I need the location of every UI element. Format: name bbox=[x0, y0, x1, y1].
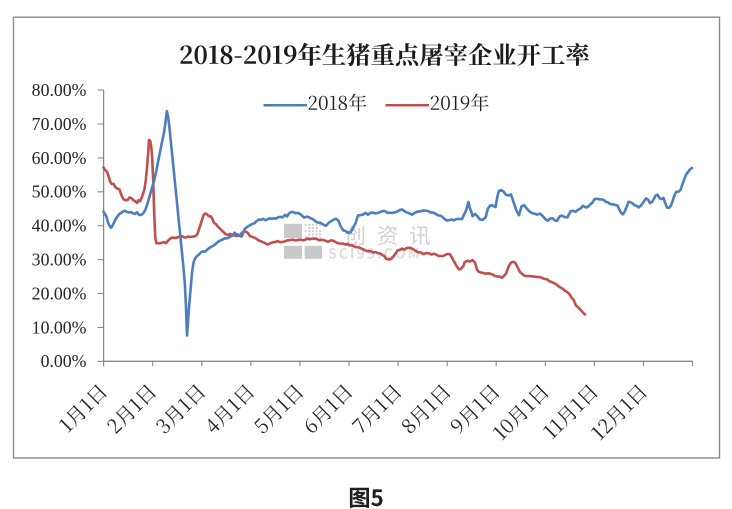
svg-text:60.00%: 60.00% bbox=[32, 148, 87, 168]
svg-text:40.00%: 40.00% bbox=[32, 216, 87, 236]
svg-text:10.00%: 10.00% bbox=[32, 317, 87, 337]
svg-text:30.00%: 30.00% bbox=[32, 250, 87, 270]
svg-text:70.00%: 70.00% bbox=[32, 114, 87, 134]
svg-text:20.00%: 20.00% bbox=[32, 283, 87, 303]
svg-text:0.00%: 0.00% bbox=[41, 351, 87, 371]
svg-text:50.00%: 50.00% bbox=[32, 182, 87, 202]
svg-text:80.00%: 80.00% bbox=[32, 80, 87, 100]
